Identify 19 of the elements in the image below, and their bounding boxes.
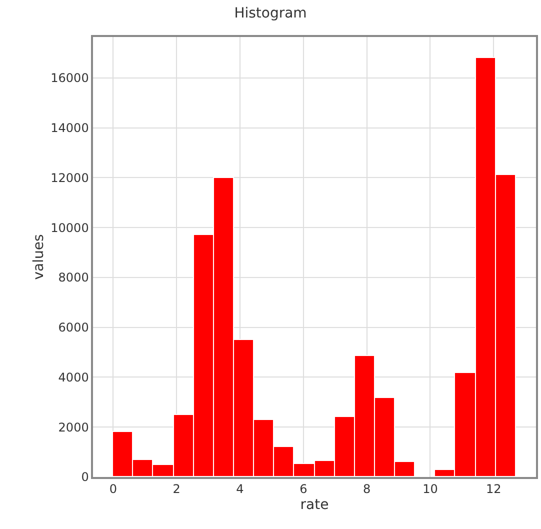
y-tick-label: 4000 bbox=[58, 370, 89, 384]
y-tick-label: 12000 bbox=[50, 170, 89, 185]
x-tick-label: 4 bbox=[236, 482, 244, 496]
x-axis-title: rate bbox=[300, 496, 329, 513]
y-tick-label: 16000 bbox=[50, 71, 89, 86]
x-tick-label: 0 bbox=[109, 482, 117, 496]
y-tick-label: 10000 bbox=[50, 220, 89, 235]
y-tick-label: 6000 bbox=[58, 320, 89, 335]
y-tick-label: 14000 bbox=[50, 120, 89, 135]
y-tick-label: 8000 bbox=[58, 270, 89, 285]
y-tick-label: 0 bbox=[81, 470, 89, 484]
x-tick-label: 10 bbox=[422, 482, 438, 496]
x-tick-label: 2 bbox=[172, 482, 180, 496]
x-tick-label: 8 bbox=[363, 482, 371, 496]
y-tick-label: 2000 bbox=[58, 420, 89, 434]
y-axis-title: values bbox=[30, 234, 47, 280]
x-tick-label: 6 bbox=[300, 482, 308, 496]
chart-title: Histogram bbox=[234, 6, 307, 22]
x-tick-label: 12 bbox=[486, 482, 502, 496]
